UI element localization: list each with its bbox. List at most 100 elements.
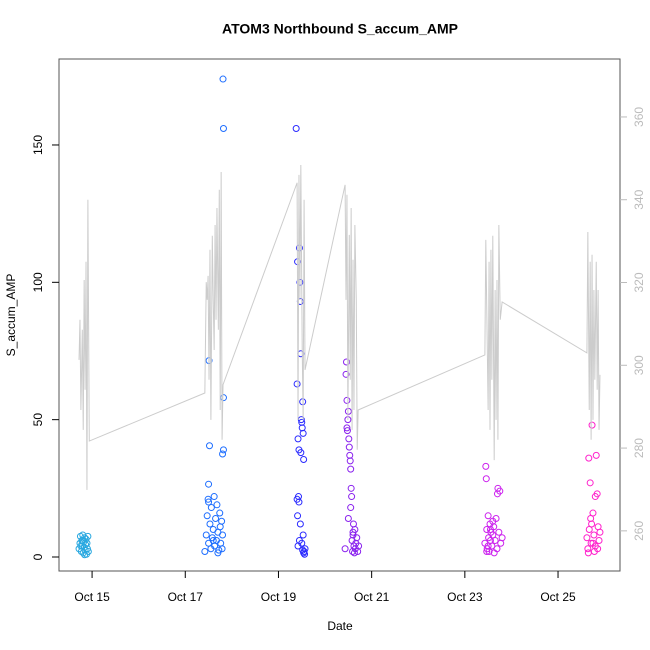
point [584, 545, 592, 553]
y-tick-label: 150 [31, 135, 45, 155]
y2-tick-label: 320 [632, 272, 646, 292]
point [590, 531, 598, 539]
point [219, 124, 227, 132]
point [348, 493, 356, 501]
y-tick-label: 50 [31, 413, 45, 427]
plot-frame [58, 58, 621, 572]
point [586, 479, 594, 487]
point [482, 462, 490, 470]
x-axis-label: Date [327, 619, 353, 633]
point [296, 520, 304, 528]
point [342, 358, 350, 366]
point [219, 531, 227, 539]
point [207, 504, 215, 512]
point [345, 443, 353, 451]
point [203, 512, 211, 520]
x-tick-label: Oct 17 [168, 590, 204, 604]
chart-title: ATOM3 Northbound S_accum_AMP [222, 21, 458, 37]
point [294, 435, 302, 443]
point [595, 537, 603, 545]
point [498, 534, 506, 542]
point [206, 520, 214, 528]
point [347, 465, 355, 473]
point [343, 396, 351, 404]
y2-tick-label: 360 [632, 107, 646, 127]
y2-tick-label: 280 [632, 438, 646, 458]
point [218, 545, 226, 553]
point [493, 545, 501, 553]
point [584, 549, 592, 557]
point [214, 549, 222, 557]
point [583, 534, 591, 542]
point [350, 549, 358, 557]
point [592, 451, 600, 459]
point [493, 490, 501, 498]
point [587, 515, 595, 523]
point [495, 528, 503, 536]
point [295, 537, 303, 545]
point [343, 427, 351, 435]
x-tick-label: Oct 21 [354, 590, 390, 604]
point [294, 512, 302, 520]
point [213, 501, 221, 509]
point [205, 498, 213, 506]
point [341, 545, 349, 553]
y-axis-label: S_accum_AMP [4, 274, 18, 357]
point [588, 520, 596, 528]
point [343, 424, 351, 432]
point [349, 528, 357, 536]
point [345, 435, 353, 443]
point [585, 454, 593, 462]
point [210, 493, 218, 501]
y2-tick-label: 260 [632, 521, 646, 541]
point [219, 450, 227, 458]
line-series [78, 164, 601, 490]
point [300, 455, 308, 463]
point [486, 526, 494, 534]
y2-tick-label: 340 [632, 189, 646, 209]
point [482, 475, 490, 483]
point [292, 124, 300, 132]
point [596, 528, 604, 536]
point [219, 446, 227, 454]
point [355, 542, 363, 550]
point [219, 394, 227, 402]
point [202, 531, 210, 539]
point [591, 493, 599, 501]
point [204, 495, 212, 503]
point [295, 498, 303, 506]
point [484, 542, 492, 550]
point [84, 532, 92, 540]
point [205, 480, 213, 488]
y-tick-label: 100 [31, 272, 45, 292]
point [347, 484, 355, 492]
x-tick-label: Oct 25 [540, 590, 576, 604]
point [589, 539, 597, 547]
point [489, 517, 497, 525]
x-tick-label: Oct 19 [261, 590, 297, 604]
point [293, 380, 301, 388]
point [201, 547, 209, 555]
point [299, 429, 307, 437]
point [346, 457, 354, 465]
point [491, 537, 499, 545]
point [299, 531, 307, 539]
point [353, 534, 361, 542]
x-tick-label: Oct 23 [447, 590, 483, 604]
point [81, 551, 89, 559]
point [216, 509, 224, 517]
y2-tick-label: 300 [632, 355, 646, 375]
point [484, 512, 492, 520]
point [300, 549, 308, 557]
point [342, 370, 350, 378]
point [218, 517, 226, 525]
point [344, 515, 352, 523]
point [594, 545, 602, 553]
point [347, 504, 355, 512]
point [212, 515, 220, 523]
point [79, 537, 87, 545]
point [209, 537, 217, 545]
point [206, 442, 214, 450]
point [219, 75, 227, 83]
